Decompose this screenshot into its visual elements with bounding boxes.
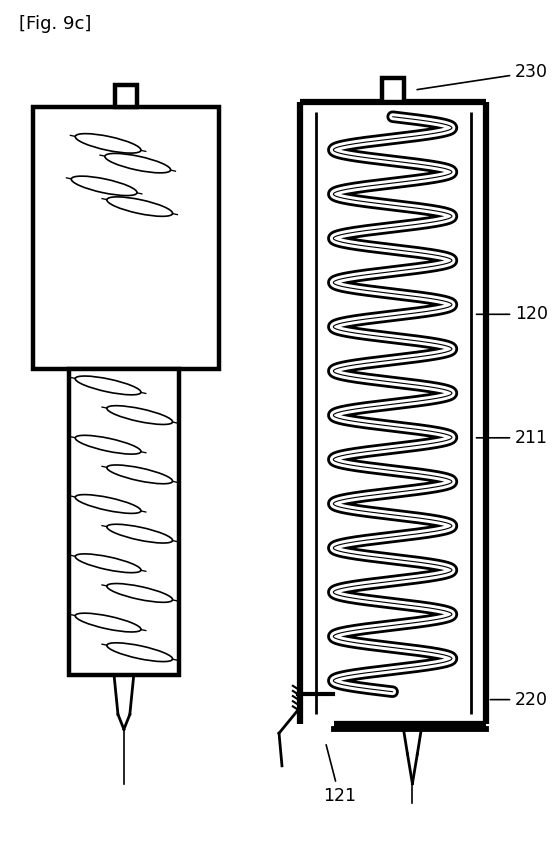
- Bar: [382, 78, 404, 102]
- Text: 220: 220: [490, 690, 548, 709]
- Ellipse shape: [75, 435, 141, 454]
- Ellipse shape: [71, 176, 137, 196]
- Ellipse shape: [107, 643, 172, 662]
- Bar: [33, 107, 219, 368]
- Bar: [68, 368, 179, 675]
- Ellipse shape: [107, 583, 172, 602]
- Text: 121: 121: [323, 745, 356, 804]
- Ellipse shape: [107, 197, 172, 217]
- Ellipse shape: [75, 376, 141, 395]
- Text: 230: 230: [417, 63, 548, 89]
- Ellipse shape: [75, 613, 141, 632]
- Ellipse shape: [107, 405, 172, 425]
- Ellipse shape: [105, 153, 171, 173]
- Text: 120: 120: [476, 305, 548, 324]
- Ellipse shape: [107, 524, 172, 543]
- Ellipse shape: [75, 495, 141, 513]
- Text: 211: 211: [476, 429, 548, 447]
- Ellipse shape: [75, 134, 141, 153]
- Ellipse shape: [107, 465, 172, 484]
- Text: [Fig. 9c]: [Fig. 9c]: [19, 15, 92, 33]
- Ellipse shape: [75, 554, 141, 572]
- Bar: [115, 85, 137, 107]
